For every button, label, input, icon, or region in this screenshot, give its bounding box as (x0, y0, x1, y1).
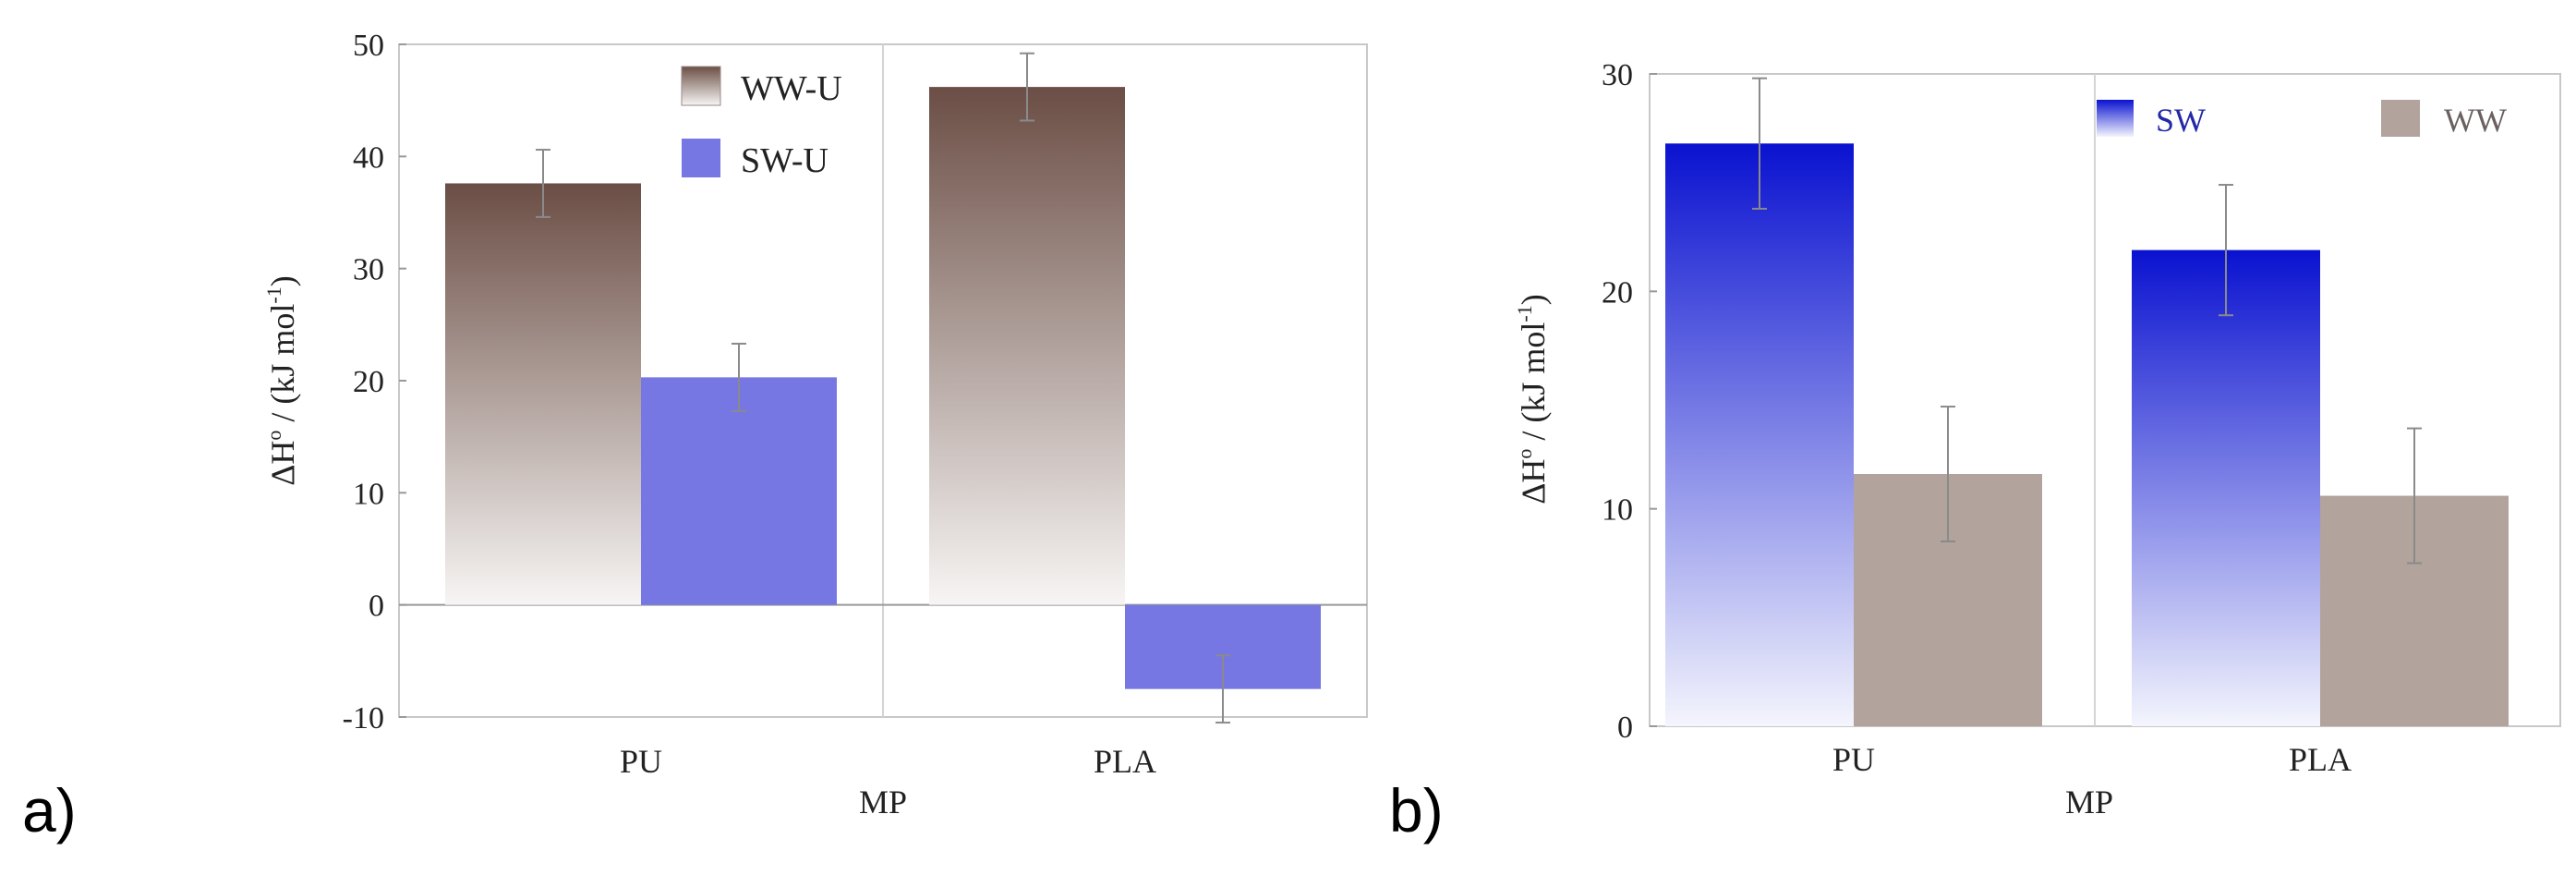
legend: SW WW (2097, 100, 2507, 139)
legend-swatch-sw (2097, 100, 2134, 137)
y-axis-label: ΔHo / (kJ mol-1) (1513, 294, 1552, 504)
legend-label-ww: WW (2444, 102, 2507, 139)
x-axis-categories: PU PLA (1832, 741, 2352, 778)
y-tick-label: 10 (353, 477, 384, 511)
y-tick-label: 20 (353, 365, 384, 399)
bars (1665, 77, 2509, 727)
legend-swatch-sw-u (682, 139, 720, 177)
y-tick-label: 10 (1602, 493, 1633, 528)
bar-sw-pu (1665, 143, 1854, 727)
legend-swatch-ww (2381, 100, 2420, 137)
y-tick-label: 50 (353, 29, 384, 63)
x-category-label: PLA (2289, 741, 2352, 778)
x-axis-label: MP (859, 784, 907, 820)
y-tick-label: 0 (369, 589, 384, 624)
x-category-label: PU (620, 743, 662, 780)
panel-label-b: b) (1389, 776, 1444, 845)
legend-swatch-ww-u (681, 66, 721, 106)
bar-sw-pla (2132, 249, 2320, 726)
y-tick-label: 0 (1617, 711, 1633, 745)
bar-ww-u-pla (929, 87, 1125, 605)
y-axis-ticks: 0 10 20 30 (1602, 58, 1657, 745)
bars (445, 52, 1321, 724)
x-axis-categories: PU PLA (620, 743, 1156, 780)
bar-sw-u-pu (641, 377, 837, 605)
x-category-label: PU (1832, 741, 1875, 778)
y-tick-label: -10 (343, 701, 384, 735)
x-axis-label: MP (2065, 784, 2113, 820)
legend: WW-U SW-U (681, 66, 842, 180)
y-tick-label: 30 (1602, 58, 1633, 92)
legend-label-ww-u: WW-U (741, 69, 842, 108)
chart-panel-a: -10 0 10 20 30 40 50 PU PLA MP ΔHo / (kJ mol-1)… (22, 29, 1368, 845)
bar-ww-u-pu (445, 183, 641, 605)
y-tick-label: 30 (353, 253, 384, 287)
y-axis-ticks: -10 0 10 20 30 40 50 (343, 29, 406, 735)
plot-frame (1649, 73, 2561, 727)
legend-label-sw-u: SW-U (741, 141, 828, 180)
y-tick-label: 20 (1602, 275, 1633, 310)
y-tick-label: 40 (353, 140, 384, 175)
y-axis-label: ΔHo / (kJ mol-1) (262, 275, 301, 486)
legend-label-sw: SW (2156, 102, 2206, 139)
panel-label-a: a) (22, 776, 77, 845)
x-category-label: PLA (1094, 743, 1156, 780)
